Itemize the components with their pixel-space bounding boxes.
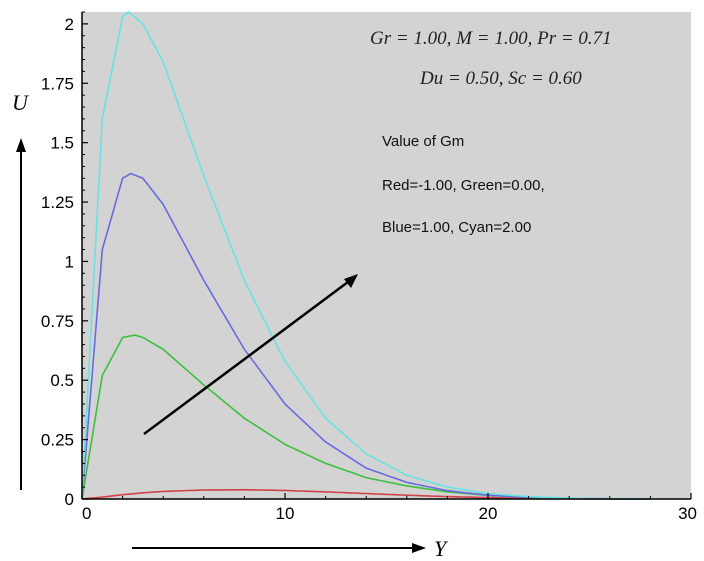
- x-axis-arrowhead: [412, 543, 426, 553]
- x-tick-label-3: 30: [678, 504, 697, 523]
- y-tick-label-7: 1.75: [41, 74, 74, 93]
- legend-line-1: Red=-1.00, Green=0.00,: [382, 177, 545, 194]
- y-axis-arrowhead: [16, 138, 26, 152]
- y-tick-label-1: 0.25: [41, 431, 74, 450]
- x-tick-label-1: 10: [276, 504, 295, 523]
- x-axis-label: Y: [434, 536, 449, 561]
- x-tick-label-0: 0: [82, 504, 91, 523]
- legend-line-2: Blue=1.00, Cyan=2.00: [382, 219, 531, 236]
- axes-layer: [81, 12, 691, 500]
- params-line-1: Gr = 1.00, M = 1.00, Pr = 0.71: [370, 28, 612, 49]
- y-tick-label-2: 0.5: [50, 371, 74, 390]
- y-tick-label-0: 0: [65, 490, 74, 509]
- y-tick-label-6: 1.5: [50, 134, 74, 153]
- increase-arrowhead: [344, 274, 358, 288]
- y-tick-label-8: 2: [65, 15, 74, 34]
- increase-arrow: [143, 274, 357, 436]
- y-tick-label-3: 0.75: [41, 312, 74, 331]
- params-line-2: Du = 0.50, Sc = 0.60: [419, 68, 582, 89]
- legend-title: Value of Gm: [382, 133, 464, 150]
- y-axis-label: U: [12, 90, 30, 115]
- x-tick-label-2: 20: [479, 504, 498, 523]
- y-tick-label-5: 1.25: [41, 193, 74, 212]
- series-line-3: [81, 10, 651, 500]
- plot-area: [82, 12, 691, 499]
- y-tick-label-4: 1: [65, 252, 74, 271]
